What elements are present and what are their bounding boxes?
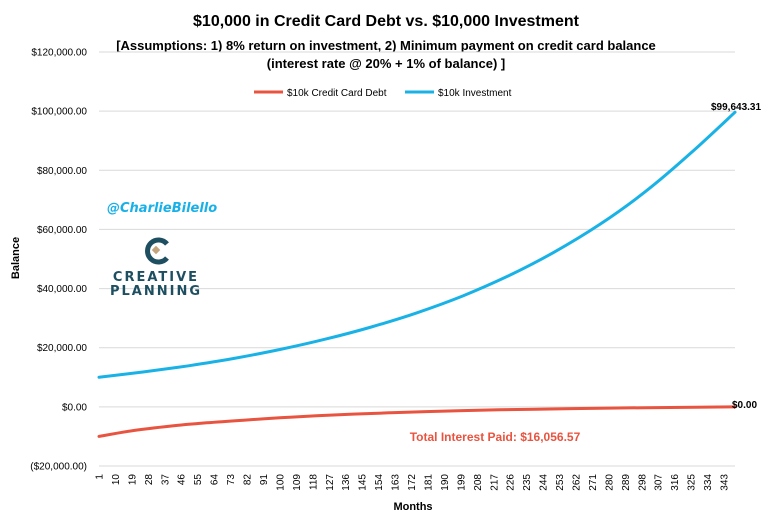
series-line-debt: [97, 405, 737, 438]
x-tick-label: 109: [292, 474, 303, 491]
x-axis-label: Months: [393, 501, 432, 513]
x-tick-label: 100: [275, 474, 286, 491]
y-tick-label: $40,000.00: [37, 284, 87, 295]
logo-text-line1: CREATIVE: [113, 270, 199, 285]
x-tick-label: 64: [210, 474, 221, 486]
y-tick-label: $20,000.00: [37, 343, 87, 354]
x-tick-label: 307: [654, 474, 665, 491]
x-tick-label: 37: [160, 474, 171, 486]
chart-subtitle-line1: [Assumptions: 1) 8% return on investment…: [116, 38, 656, 53]
y-tick-label: $120,000.00: [31, 48, 87, 59]
logo-mark-icon: [145, 237, 169, 265]
x-tick-label: 46: [177, 474, 188, 486]
x-tick-label: 181: [423, 474, 434, 491]
x-tick-label: 253: [555, 474, 566, 491]
x-tick-label: 73: [226, 474, 237, 486]
series-line-investment: [97, 110, 737, 379]
chart-subtitle-line2: (interest rate @ 20% + 1% of balance) ]: [267, 56, 505, 71]
y-tick-label: $100,000.00: [31, 107, 87, 118]
x-tick-label: 55: [193, 474, 204, 486]
x-tick-label: 10: [111, 474, 122, 486]
y-tick-label: ($20,000.00): [30, 462, 87, 473]
x-tick-label: 172: [407, 474, 418, 491]
x-tick-label: 280: [604, 474, 615, 491]
x-tick-label: 343: [720, 474, 731, 491]
watermark-handle: @CharlieBilello: [107, 201, 217, 216]
annotation-investment-end: $99,643.31: [711, 102, 761, 113]
legend-label-investment: $10k Investment: [438, 88, 512, 99]
x-tick-label: 325: [687, 474, 698, 491]
x-tick-label: 289: [621, 474, 632, 491]
x-tick-label: 28: [144, 474, 155, 486]
grid: [99, 51, 735, 467]
y-tick-label: $0.00: [62, 402, 87, 413]
x-tick-label: 334: [703, 474, 714, 491]
x-tick-label: 82: [243, 474, 254, 486]
x-tick-label: 226: [506, 474, 517, 491]
y-tick-label: $60,000.00: [37, 225, 87, 236]
x-tick-label: 199: [456, 474, 467, 491]
x-tick-label: 91: [259, 474, 270, 486]
x-tick-label: 235: [522, 474, 533, 491]
x-tick-label: 262: [572, 474, 583, 491]
y-tick-label: $80,000.00: [37, 166, 87, 177]
x-tick-label: 217: [489, 474, 500, 491]
legend: $10k Credit Card Debt $10k Investment: [254, 88, 512, 99]
annotation-total-interest: Total Interest Paid: $16,056.57: [410, 430, 581, 444]
x-tick-label: 1: [95, 474, 106, 480]
y-axis-label: Balance: [10, 237, 22, 279]
creative-planning-logo: CREATIVE PLANNING: [110, 237, 202, 299]
x-axis-ticks: 1 10 19 28 37 46 55 64 73 82 91 100 109 118 127 136 145 1…: [95, 474, 731, 491]
x-tick-label: 145: [358, 474, 369, 491]
x-tick-label: 118: [308, 474, 319, 490]
x-tick-label: 316: [670, 474, 681, 491]
x-tick-label: 163: [391, 474, 402, 491]
x-tick-label: 136: [341, 474, 352, 491]
x-tick-label: 271: [588, 474, 599, 491]
annotation-debt-end: $0.00: [732, 400, 757, 411]
x-tick-label: 208: [473, 474, 484, 491]
x-tick-label: 19: [127, 474, 138, 486]
chart-title: $10,000 in Credit Card Debt vs. $10,000 …: [193, 13, 580, 30]
x-tick-label: 127: [325, 474, 336, 491]
x-tick-label: 298: [637, 474, 648, 491]
x-tick-label: 244: [539, 474, 550, 491]
y-axis-ticks: ($20,000.00) $0.00 $20,000.00 $40,000.00 $60…: [30, 48, 87, 473]
x-tick-label: 190: [440, 474, 451, 491]
logo-text-line2: PLANNING: [110, 284, 202, 299]
legend-label-debt: $10k Credit Card Debt: [287, 88, 387, 99]
x-tick-label: 154: [374, 474, 385, 491]
